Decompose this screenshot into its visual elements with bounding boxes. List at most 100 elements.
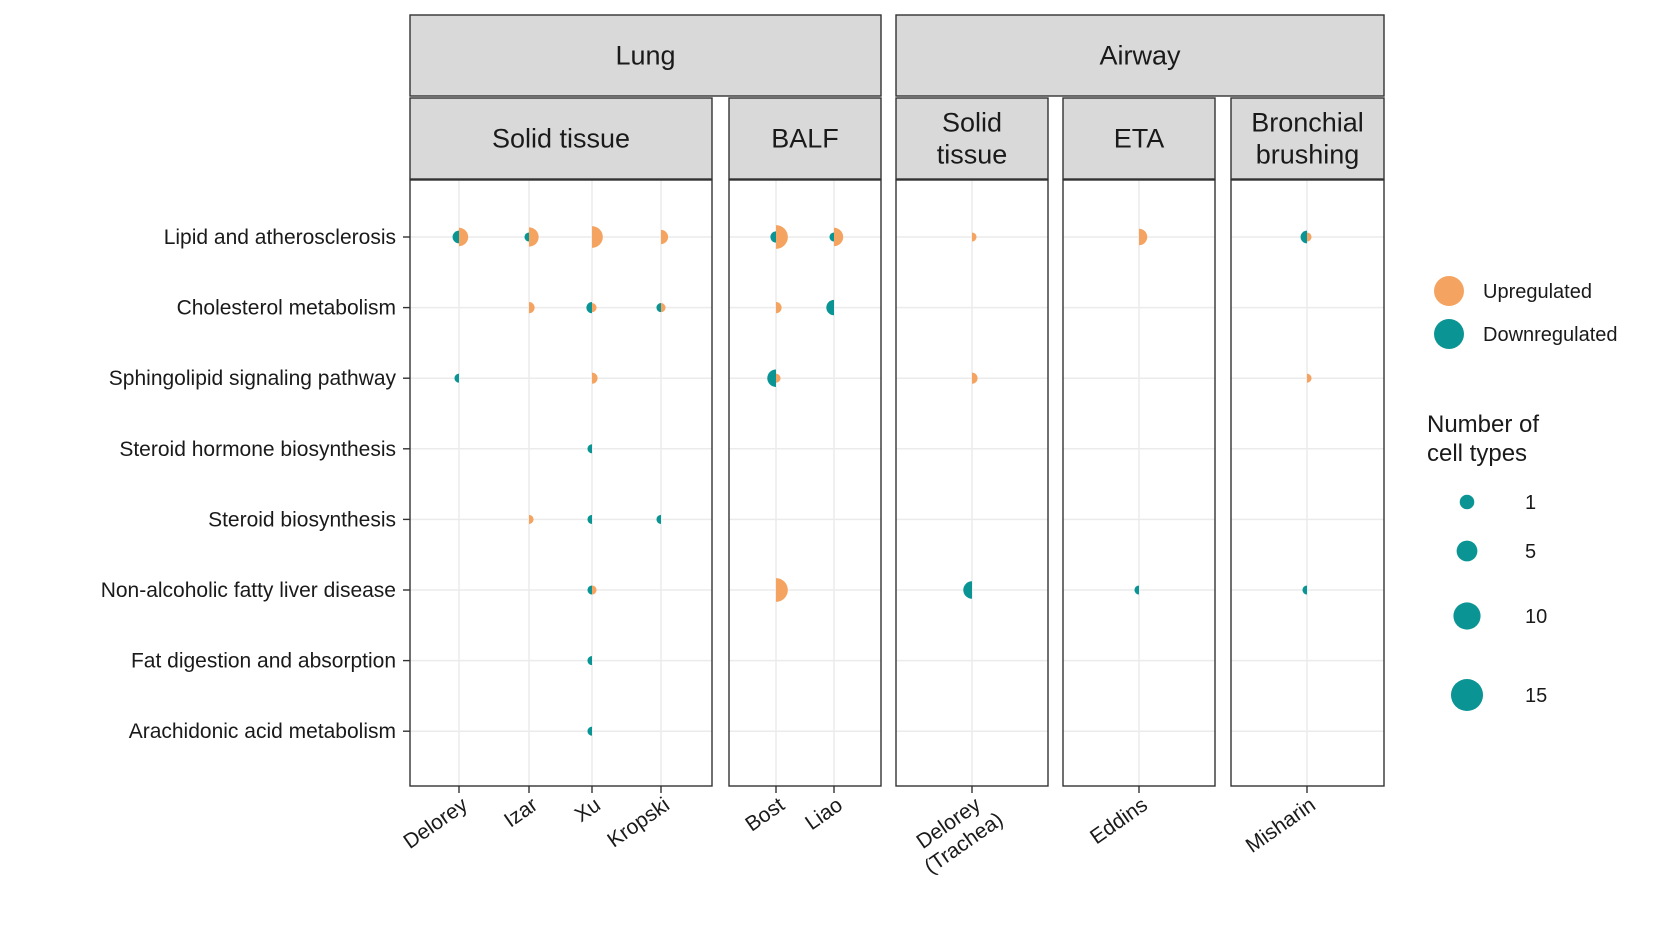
x-tick-label-delorey: Delorey bbox=[399, 793, 472, 854]
legend-size-label-5: 5 bbox=[1525, 541, 1536, 563]
panel-label-line: tissue bbox=[937, 140, 1008, 170]
y-tick-label-steroid-hormone-biosynthesis: Steroid hormone biosynthesis bbox=[119, 438, 396, 461]
bubble-up-xu-non-alcoholic-fatty-liver-disease bbox=[592, 585, 597, 595]
bubble-down-delorey-trachea-non-alcoholic-fatty-liver-disease bbox=[963, 581, 972, 599]
panel-background bbox=[410, 180, 712, 786]
x-tick-label-text: Bost bbox=[741, 793, 789, 836]
bubble-down-kropski-steroid-biosynthesis bbox=[656, 514, 661, 524]
panel-strip-eta bbox=[1062, 97, 1216, 180]
bubble-down-liao-lipid-and-atherosclerosis bbox=[829, 232, 834, 242]
x-tick-label-line: Liao bbox=[801, 793, 847, 835]
group-strip-lung bbox=[409, 14, 882, 97]
x-tick-label-bost: Bost bbox=[741, 793, 789, 836]
bubble-up-bost-sphingolipid-signaling-pathway bbox=[776, 373, 781, 383]
panel-label-solid-tissue: Solid tissue bbox=[937, 108, 1008, 170]
bubble-down-misharin-non-alcoholic-fatty-liver-disease bbox=[1302, 585, 1307, 595]
x-tick-label-line: Bost bbox=[741, 793, 789, 836]
x-tick-label-text: Kropski bbox=[603, 793, 674, 852]
x-tick-label-text: Eddins bbox=[1086, 793, 1152, 849]
x-tick-label-line: Delorey bbox=[399, 793, 472, 854]
x-tick-label-text: Xu bbox=[571, 793, 605, 827]
bubble-up-izar-cholesterol-metabolism bbox=[529, 301, 535, 314]
legend-size-title-line: Number of bbox=[1427, 411, 1539, 438]
bubble-down-xu-steroid-biosynthesis bbox=[587, 514, 592, 524]
bubble-up-bost-non-alcoholic-fatty-liver-disease bbox=[776, 578, 788, 602]
bubble-down-xu-non-alcoholic-fatty-liver-disease bbox=[587, 585, 592, 595]
legend-key-downregulated bbox=[1434, 319, 1464, 349]
x-tick-label-line: Kropski bbox=[603, 793, 674, 852]
bubble-down-xu-arachidonic-acid-metabolism bbox=[587, 726, 592, 736]
legend-size-key-5 bbox=[1456, 540, 1478, 562]
x-tick-label-text: Liao bbox=[801, 793, 847, 835]
panel-label-balf: BALF bbox=[771, 124, 839, 154]
bubble-down-xu-cholesterol-metabolism bbox=[586, 301, 592, 314]
bubble-up-bost-lipid-and-atherosclerosis bbox=[776, 225, 788, 249]
x-tick-label-delorey-trachea: Delorey(Trachea) bbox=[906, 788, 1007, 879]
legend-size-label-1: 1 bbox=[1525, 492, 1536, 514]
bubble-up-delorey-trachea-lipid-and-atherosclerosis bbox=[972, 232, 977, 242]
panel-label-eta: ETA bbox=[1114, 124, 1165, 154]
panel-label-line: BALF bbox=[771, 124, 839, 154]
x-tick-label-izar: Izar bbox=[500, 793, 542, 832]
bubble-down-xu-steroid-hormone-biosynthesis bbox=[587, 444, 592, 454]
bubble-down-delorey-lipid-and-atherosclerosis bbox=[452, 230, 459, 244]
bubble-down-izar-lipid-and-atherosclerosis bbox=[524, 232, 529, 242]
group-label-airway: Airway bbox=[1099, 41, 1181, 71]
bubble-down-eddins-non-alcoholic-fatty-liver-disease bbox=[1134, 585, 1139, 595]
y-tick-label-sphingolipid-signaling-pathway: Sphingolipid signaling pathway bbox=[109, 367, 397, 390]
legend-size-label-15: 15 bbox=[1525, 685, 1547, 707]
x-tick-label-text: Delorey(Trachea) bbox=[906, 788, 1007, 879]
panel-border bbox=[728, 179, 882, 787]
x-tick-label-liao: Liao bbox=[801, 793, 847, 835]
y-tick-label-cholesterol-metabolism: Cholesterol metabolism bbox=[177, 297, 396, 320]
y-tick-label-fat-digestion-and-absorption: Fat digestion and absorption bbox=[131, 650, 396, 673]
x-tick-label-misharin: Misharin bbox=[1242, 793, 1320, 857]
panel-background bbox=[729, 180, 881, 786]
legend-label-upregulated: Upregulated bbox=[1483, 281, 1592, 303]
panel-strip-bronchial-brushing bbox=[1230, 97, 1385, 180]
bubble-down-kropski-cholesterol-metabolism bbox=[656, 303, 661, 313]
bubble-up-delorey-lipid-and-atherosclerosis bbox=[459, 227, 469, 247]
x-tick-label-line: Izar bbox=[500, 793, 542, 832]
bubble-up-kropski-cholesterol-metabolism bbox=[661, 303, 666, 313]
y-tick-label-lipid-and-atherosclerosis: Lipid and atherosclerosis bbox=[164, 226, 396, 249]
group-strip-airway bbox=[895, 14, 1385, 97]
panel-label-bronchial-brushing: Bronchial brushing bbox=[1251, 108, 1364, 170]
bubble-up-liao-lipid-and-atherosclerosis bbox=[834, 227, 844, 247]
panel-strip-solid-tissue bbox=[409, 97, 713, 180]
panel-label-line: Solid tissue bbox=[492, 124, 630, 154]
bubble-up-delorey-trachea-sphingolipid-signaling-pathway bbox=[972, 372, 978, 384]
group-label-lung: Lung bbox=[615, 41, 675, 71]
x-tick-label-line: Eddins bbox=[1086, 793, 1152, 849]
x-tick-label-text: Misharin bbox=[1242, 793, 1320, 857]
bubble-up-bost-cholesterol-metabolism bbox=[776, 301, 782, 314]
panel-strip-balf bbox=[728, 97, 882, 180]
x-tick-label-eddins: Eddins bbox=[1086, 793, 1152, 849]
legend-label-downregulated: Downregulated bbox=[1483, 324, 1618, 346]
bubble-down-xu-fat-digestion-and-absorption bbox=[587, 656, 592, 666]
legend-key-upregulated bbox=[1434, 276, 1464, 306]
y-tick-label-arachidonic-acid-metabolism: Arachidonic acid metabolism bbox=[129, 720, 396, 743]
legend-size-key-15 bbox=[1450, 678, 1484, 712]
x-tick-label-xu: Xu bbox=[571, 793, 605, 827]
bubble-up-misharin-sphingolipid-signaling-pathway bbox=[1307, 373, 1312, 383]
bubble-down-bost-sphingolipid-signaling-pathway bbox=[767, 369, 776, 387]
bubble-up-kropski-lipid-and-atherosclerosis bbox=[661, 229, 669, 245]
panel-label-solid-tissue: Solid tissue bbox=[492, 124, 630, 154]
bubble-up-xu-cholesterol-metabolism bbox=[592, 303, 597, 313]
legend-size-key-10 bbox=[1453, 602, 1481, 630]
x-tick-label-text: Izar bbox=[500, 793, 542, 832]
panel-strip-solid-tissue bbox=[895, 97, 1049, 180]
bubble-down-bost-lipid-and-atherosclerosis bbox=[770, 231, 776, 243]
bubble-down-misharin-lipid-and-atherosclerosis bbox=[1300, 230, 1307, 244]
bubble-up-misharin-lipid-and-atherosclerosis bbox=[1307, 232, 1312, 242]
bubble-up-izar-lipid-and-atherosclerosis bbox=[529, 227, 539, 247]
legend-size-title: Number of cell types bbox=[1427, 411, 1539, 467]
legend-size-title-line: cell types bbox=[1427, 440, 1527, 467]
x-tick-label-text: Delorey bbox=[399, 793, 472, 854]
panel-label-line: ETA bbox=[1114, 124, 1165, 154]
panel-label-line: Solid bbox=[942, 108, 1002, 138]
bubble-down-delorey-sphingolipid-signaling-pathway bbox=[454, 373, 459, 383]
legend-size-key-1 bbox=[1459, 494, 1475, 510]
